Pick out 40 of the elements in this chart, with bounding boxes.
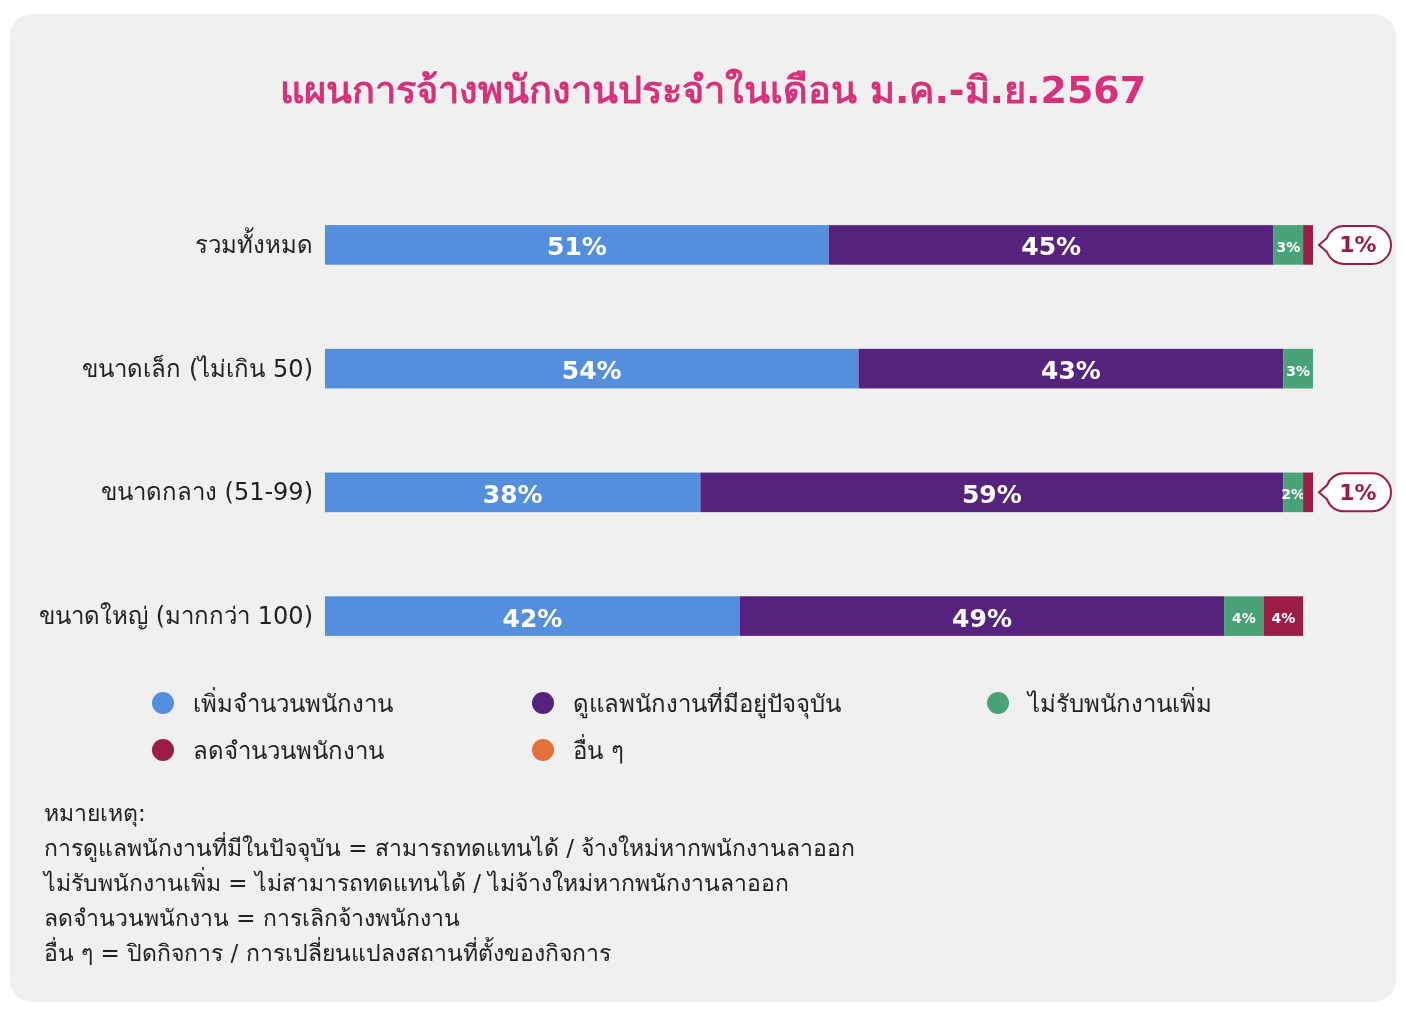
legend-label: เพิ่มจำนวนพนักงาน bbox=[193, 687, 393, 718]
legend-label: ดูแลพนักงานที่มีอยู่ปัจจุบัน bbox=[573, 687, 841, 719]
y-tick-label: ขนาดกลาง (51-99) bbox=[100, 478, 313, 507]
data-label: 4% bbox=[1271, 610, 1296, 627]
bar bbox=[325, 472, 701, 513]
legend-label: ไม่รับพนักงานเพิ่ม bbox=[1026, 687, 1212, 718]
bar bbox=[739, 596, 1225, 636]
y-tick-label: ขนาดใหญ่ (มากกว่า 100) bbox=[39, 602, 313, 631]
text: อื่น ๆ = ปิดกิจการ / การเปลี่ยนแปลงสถานที่ตั้งของกิจการ bbox=[44, 937, 611, 966]
chart-title: แผนการจ้างพนักงานประจำในเดือน ม.ค.-มิ.ย.2567 bbox=[279, 68, 1147, 112]
data-label: 1% bbox=[1339, 232, 1377, 258]
y-tick-label: ขนาดเล็ก (ไม่เกิน 50) bbox=[82, 353, 313, 383]
data-label: 1% bbox=[1339, 479, 1377, 505]
data-label: 43% bbox=[1041, 356, 1101, 386]
bar bbox=[828, 225, 1274, 265]
data-label: 38% bbox=[482, 479, 543, 509]
data-label: 3% bbox=[1286, 362, 1311, 379]
data-label: 3% bbox=[1276, 238, 1301, 255]
text: ลดจำนวนพนักงาน = การเลิกจ้างพนักงาน bbox=[44, 905, 460, 931]
bar bbox=[1224, 596, 1264, 636]
text: หมายเหตุ: bbox=[44, 800, 146, 827]
bar bbox=[325, 225, 829, 265]
text: ไม่รับพนักงานเพิ่ม = ไม่สามารถทดแทนได้ / ไม่จ้างใหม่หากพนักงานลาออก bbox=[42, 867, 790, 896]
bar bbox=[325, 348, 859, 389]
legend-label: ลดจำนวนพนักงาน bbox=[193, 737, 384, 765]
data-label: 59% bbox=[961, 479, 1022, 509]
data-label: 49% bbox=[952, 603, 1012, 633]
bar bbox=[1303, 472, 1313, 513]
bar bbox=[858, 348, 1284, 389]
data-label: 45% bbox=[1021, 232, 1082, 262]
bar bbox=[1303, 225, 1313, 265]
bar bbox=[700, 472, 1284, 513]
data-label: 4% bbox=[1231, 610, 1256, 627]
bar bbox=[325, 596, 740, 636]
text: การดูแลพนักงานที่มีในปัจจุบัน = สามารถทดแทนได้ / จ้างใหม่หากพนักงานลาออก bbox=[44, 832, 856, 862]
data-label: 51% bbox=[547, 232, 607, 262]
data-label: 42% bbox=[502, 603, 563, 633]
y-tick-label: รวมทั้งหมด bbox=[195, 226, 313, 259]
data-label: 54% bbox=[561, 356, 622, 386]
legend-label: อื่น ๆ bbox=[573, 734, 624, 765]
